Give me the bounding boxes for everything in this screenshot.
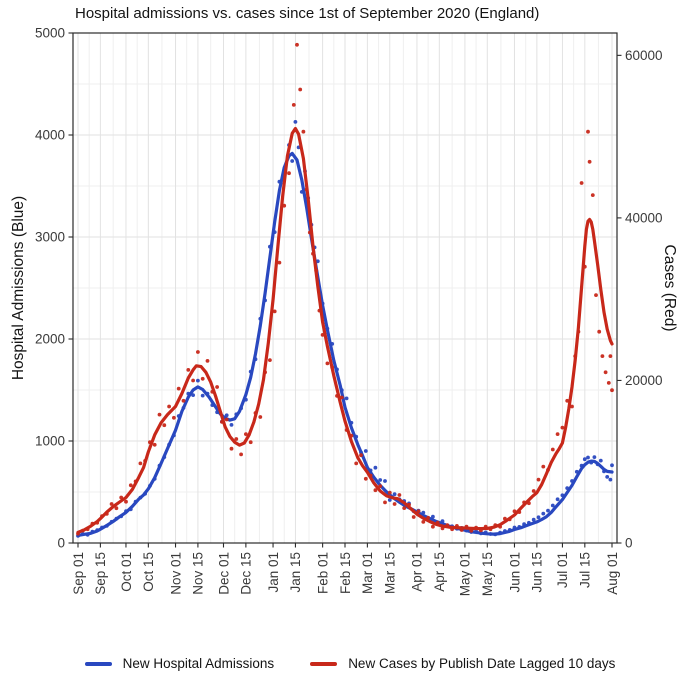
right-axis-tick-label: 40000 (625, 211, 663, 226)
axis-ticks (68, 32, 622, 548)
left-axis-tick-label: 0 (57, 536, 65, 551)
admissions-legend-key-line (84, 661, 112, 666)
x-axis-tick-label: Oct 15 (141, 552, 156, 592)
x-axis-tick-label: Mar 15 (383, 552, 398, 594)
x-axis-tick-label: Jul 01 (555, 552, 570, 588)
left-axis-tick-label: 2000 (35, 332, 65, 347)
legend-item-cases: New Cases by Publish Date Lagged 10 days (310, 656, 615, 671)
gridlines (73, 32, 617, 544)
x-axis-tick-label: May 01 (458, 552, 473, 596)
x-axis-tick-label: Sep 15 (93, 552, 108, 595)
axis-tick-labels: 0 1000 2000 3000 4000 5000 0 20000 40000 60000 Sep… (35, 26, 663, 597)
x-axis-tick-label: Jun 01 (507, 552, 522, 593)
x-axis-tick-label: Apr 15 (432, 552, 447, 592)
x-axis-tick-label: Sep 01 (71, 552, 86, 595)
x-axis-tick-label: Feb 15 (338, 552, 353, 594)
legend-item-admissions: New Hospital Admissions (84, 656, 275, 671)
chart-title: Hospital admissions vs. cases since 1st … (75, 5, 540, 22)
plot-area: 0 1000 2000 3000 4000 5000 0 20000 40000 60000 Sep… (35, 26, 663, 597)
cases-legend-label: New Cases by Publish Date Lagged 10 days (348, 656, 616, 671)
x-axis-tick-label: Nov 15 (191, 552, 206, 595)
x-axis-tick-label: May 15 (480, 552, 495, 596)
left-axis-tick-label: 3000 (35, 230, 65, 245)
x-axis-tick-label: Jun 15 (530, 552, 545, 593)
admissions-legend-label: New Hospital Admissions (122, 656, 275, 671)
legend: New Hospital Admissions New Cases by Pub… (0, 656, 700, 671)
right-axis-tick-label: 0 (625, 536, 633, 551)
x-axis-tick-label: Jan 15 (288, 552, 303, 593)
cases-legend-key-line (310, 661, 338, 666)
left-axis-tick-label: 1000 (35, 434, 65, 449)
left-axis-tick-label: 5000 (35, 26, 65, 41)
x-axis-tick-label: Apr 01 (410, 552, 425, 592)
x-axis-tick-label: Feb 01 (315, 552, 330, 594)
admissions-trend-line (76, 151, 614, 538)
cases-scatter-points (76, 42, 614, 536)
right-axis-tick-label: 60000 (625, 48, 663, 63)
x-axis-tick-label: Dec 01 (216, 552, 231, 595)
right-axis-tick-label: 20000 (625, 373, 663, 388)
x-axis-tick-label: Nov 01 (168, 552, 183, 595)
x-axis-tick-label: Jul 15 (578, 552, 593, 588)
x-axis-tick-label: Oct 01 (119, 552, 134, 592)
left-axis-tick-label: 4000 (35, 128, 65, 143)
x-axis-tick-label: Mar 01 (360, 552, 375, 594)
x-axis-tick-label: Aug 01 (605, 552, 620, 595)
x-axis-tick-label: Jan 01 (266, 552, 281, 593)
cases-trend-line (76, 126, 614, 535)
x-axis-tick-label: Dec 15 (239, 552, 254, 595)
